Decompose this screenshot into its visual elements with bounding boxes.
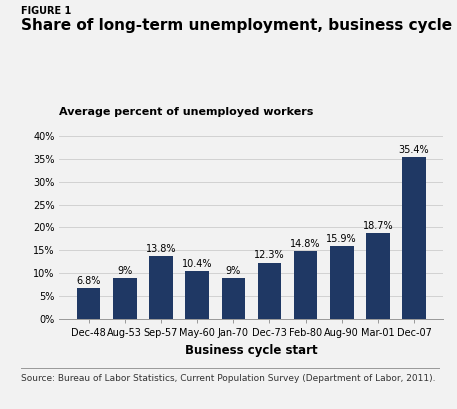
Text: 14.8%: 14.8% [290, 239, 321, 249]
Bar [330, 246, 354, 319]
Text: 6.8%: 6.8% [76, 276, 101, 285]
Bar [294, 251, 317, 319]
Text: 15.9%: 15.9% [326, 234, 357, 244]
Text: 18.7%: 18.7% [362, 221, 393, 231]
X-axis label: Business cycle start: Business cycle start [185, 344, 318, 357]
Bar [186, 272, 209, 319]
Text: 9%: 9% [226, 265, 241, 276]
Text: FIGURE 1: FIGURE 1 [21, 6, 71, 16]
Bar [258, 263, 281, 319]
Text: 35.4%: 35.4% [399, 145, 430, 155]
Bar [366, 234, 390, 319]
Text: 12.3%: 12.3% [254, 250, 285, 261]
Bar [149, 256, 173, 319]
Text: Source: Bureau of Labor Statistics, Current Population Survey (Department of Lab: Source: Bureau of Labor Statistics, Curr… [21, 374, 435, 383]
Bar [402, 157, 426, 319]
Text: 10.4%: 10.4% [182, 259, 213, 269]
Bar [113, 278, 137, 319]
Text: 13.8%: 13.8% [146, 244, 176, 254]
Bar [77, 288, 101, 319]
Bar [222, 278, 245, 319]
Text: Share of long-term unemployment, business cycle averages: Share of long-term unemployment, busines… [21, 18, 457, 34]
Text: Average percent of unemployed workers: Average percent of unemployed workers [59, 107, 314, 117]
Text: 9%: 9% [117, 265, 133, 276]
